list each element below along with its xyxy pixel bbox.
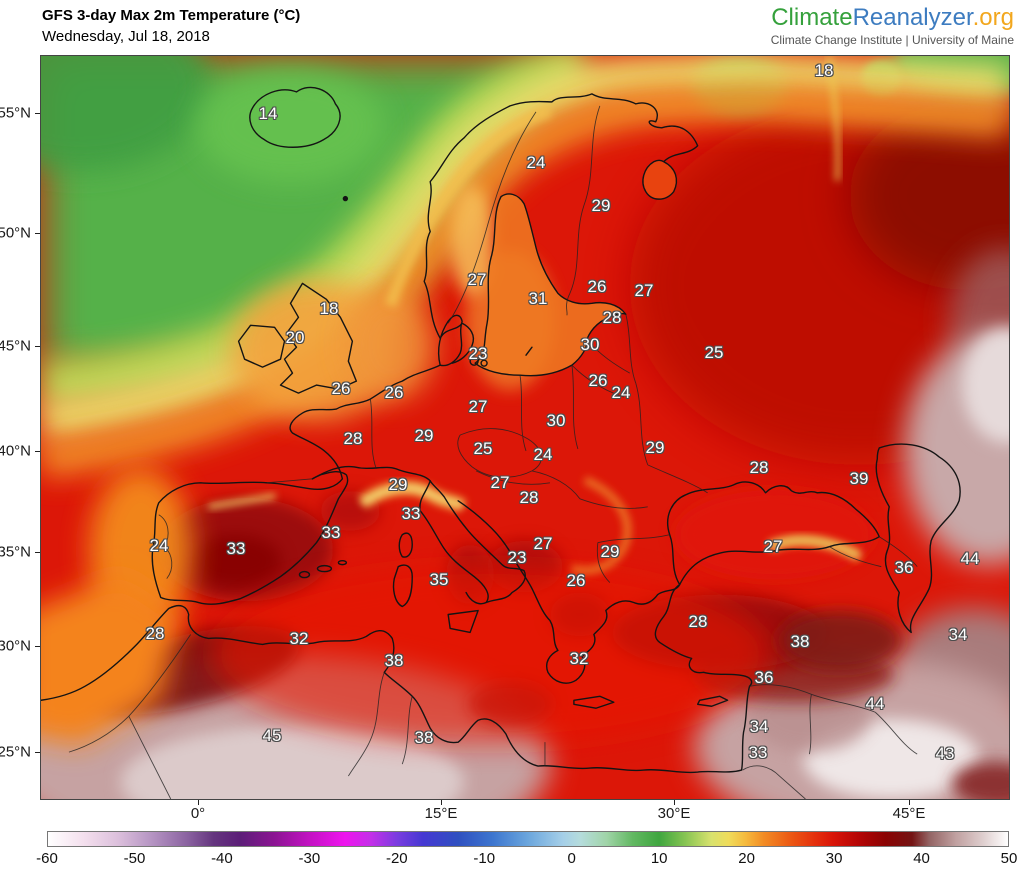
lat-tick-mark [35, 646, 40, 647]
lon-tick-label: 30°E [657, 805, 691, 822]
colorbar-tick-label: 20 [738, 850, 755, 867]
colorbar-tick-label: -60 [36, 850, 58, 867]
lat-tick-label: 40°N [0, 442, 31, 460]
latitude-axis: 55°N 50°N 45°N 40°N 35°N 30°N 25°N [0, 55, 40, 800]
logo-part: Reanalyzer [852, 4, 973, 31]
lat-tick-mark [35, 113, 40, 114]
lat-tick-label: 50°N [0, 224, 31, 242]
lon-tick-label: 15°E [424, 805, 458, 822]
lon-tick-mark [198, 800, 199, 805]
lat-tick-mark [35, 233, 40, 234]
colorbar-tick-label: -20 [385, 850, 408, 867]
colorbar-tick-label: -40 [211, 850, 233, 867]
lat-tick-mark [35, 451, 40, 452]
colorbar-tick-label: -10 [473, 850, 496, 867]
lat-tick-mark [35, 552, 40, 553]
lat-tick-mark [35, 752, 40, 753]
lon-tick-mark [909, 800, 910, 805]
temperature-map-canvas [41, 56, 1009, 799]
header: GFS 3-day Max 2m Temperature (°C) Wednes… [0, 0, 1024, 55]
map-date: Wednesday, Jul 18, 2018 [42, 28, 210, 45]
lat-tick-label: 55°N [0, 104, 31, 122]
lat-tick-mark [35, 346, 40, 347]
temperature-map: 14 18 24 29 27 26 27 31 18 28 20 30 25 23 26 26 26 24 27 30… [40, 55, 1010, 800]
lat-tick-label: 30°N [0, 637, 31, 655]
colorbar-tick-label: 40 [913, 850, 930, 867]
lon-tick-mark [674, 800, 675, 805]
colorbar-tick-label: -50 [123, 850, 146, 867]
map-title: GFS 3-day Max 2m Temperature (°C) [42, 7, 301, 24]
lat-tick-label: 45°N [0, 337, 31, 355]
lat-tick-label: 35°N [0, 543, 31, 561]
colorbar-tick-label: 30 [825, 850, 843, 867]
lon-tick-label: 45°E [892, 805, 926, 822]
colorbar-gradient [47, 831, 1009, 847]
logo-subtitle: Climate Change Institute | University of… [770, 33, 1014, 47]
logo-part: .org [972, 4, 1014, 31]
colorbar-tick-label: -30 [298, 850, 321, 867]
logo-part: Climate [771, 4, 853, 31]
colorbar-tick-label: 0 [567, 850, 576, 867]
colorbar-tick-label: 10 [650, 850, 668, 867]
colorbar-tick-label: 50 [1000, 850, 1018, 867]
lon-tick-label: 0° [190, 805, 206, 822]
longitude-axis: 0° 15°E 30°E 45°E [0, 800, 1024, 828]
lon-tick-mark [441, 800, 442, 805]
climate-reanalyzer-logo[interactable]: ClimateReanalyzer.org [771, 4, 1014, 32]
lat-tick-label: 25°N [0, 743, 31, 761]
colorbar: -60 -50 -40 -30 -20 -10 0 10 20 30 40 50 [36, 831, 1017, 867]
